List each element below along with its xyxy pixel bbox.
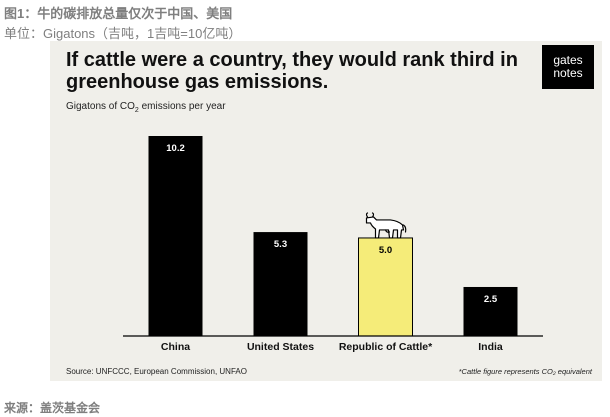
cow-icon <box>365 212 407 239</box>
data-label: 5.3 <box>274 239 287 250</box>
figure-title: 图1：牛的碳排放总量仅次于中国、美国 <box>4 6 233 21</box>
bar <box>253 232 308 336</box>
x-tick-label: Republic of Cattle* <box>339 341 433 353</box>
figure-source: 来源：盖茨基金会 <box>4 401 101 415</box>
chart-subtitle: Gigatons of CO2 emissions per year <box>66 101 226 114</box>
subtitle-text: Gigatons of CO <box>66 101 135 112</box>
logo-line-notes: notes <box>553 66 583 80</box>
x-tick-label: China <box>161 341 190 353</box>
bar <box>358 237 413 337</box>
data-label: 10.2 <box>166 143 185 154</box>
x-tick-label: United States <box>247 341 314 353</box>
chart-footnote: *Cattle figure represents CO₂ equivalent <box>458 367 592 376</box>
bar <box>463 286 518 336</box>
subtitle-text-end: emissions per year <box>138 101 226 112</box>
chart-headline: If cattle were a country, they would ran… <box>66 49 518 93</box>
logo-line-gates: gates <box>553 53 583 67</box>
figure-unit: 单位：Gigatons（吉吨，1吉吨=10亿吨） <box>4 26 242 41</box>
gates-notes-logo: gates notes <box>542 45 594 89</box>
data-label: 2.5 <box>484 294 498 305</box>
bar-chart: 10.2 China 5.3 United States 5.0 Republic of … <box>123 136 543 353</box>
chart-panel: If cattle were a country, they would ran… <box>50 41 602 381</box>
bar <box>148 136 203 336</box>
x-tick-label: India <box>478 341 503 353</box>
chart-source: Source: UNFCCC, European Commission, UNF… <box>66 367 247 376</box>
subtitle-subscript: 2 <box>134 107 139 114</box>
data-label: 5.0 <box>379 245 392 256</box>
